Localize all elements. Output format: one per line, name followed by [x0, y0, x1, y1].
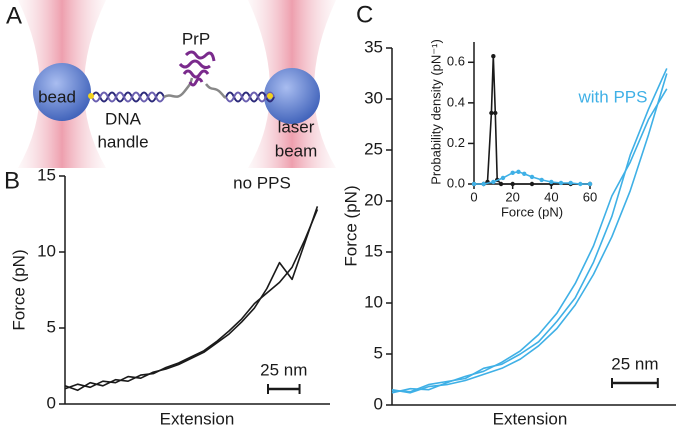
- x-tick-label: 20: [505, 189, 519, 204]
- y-axis-title: Force (pN): [9, 249, 28, 330]
- x-tick-label: 60: [583, 189, 597, 204]
- attachment: [88, 93, 94, 99]
- data-point: [510, 181, 515, 187]
- scale-bar-label: 25 nm: [611, 354, 658, 373]
- data-point: [491, 54, 496, 59]
- y-tick-label: 10: [364, 292, 383, 311]
- dna-strand: [225, 91, 275, 103]
- y-tick-label: 0.6: [447, 54, 465, 69]
- dna-strand: [91, 91, 165, 103]
- y-tick-label: 0.0: [447, 175, 465, 190]
- data-line: [64, 206, 319, 390]
- dna-label: handle: [97, 132, 148, 151]
- linker: [205, 83, 227, 99]
- panel-label: C: [356, 1, 373, 28]
- annotation: no PPS: [233, 173, 291, 192]
- data-point: [522, 171, 527, 177]
- bead: [33, 63, 91, 121]
- x-axis-title: Extension: [160, 409, 235, 428]
- y-tick-label: 0: [374, 394, 383, 413]
- panel-label: B: [4, 167, 20, 194]
- x-axis-title: Force (pN): [501, 204, 563, 219]
- data-point: [549, 179, 554, 185]
- data-point: [493, 110, 498, 116]
- data-point: [516, 169, 521, 175]
- data-point: [481, 181, 486, 187]
- panel-label: A: [6, 2, 22, 29]
- data-point: [500, 175, 506, 181]
- data-point: [568, 180, 573, 186]
- y-tick-label: 15: [364, 241, 383, 260]
- y-tick-label: 10: [37, 241, 56, 260]
- y-tick-label: 0: [47, 393, 56, 412]
- y-axis-title: Probability density (pN⁻¹): [428, 39, 443, 185]
- y-tick-label: 35: [364, 37, 383, 56]
- data-point: [471, 181, 477, 187]
- data-point: [491, 179, 496, 185]
- laser-label: laser: [278, 117, 315, 136]
- data-point: [498, 181, 504, 187]
- diagram: A PrP bead DNA handle laser beam: [6, 0, 336, 168]
- data-point: [510, 170, 515, 176]
- data-line: [391, 68, 668, 393]
- data-point: [489, 110, 494, 116]
- y-tick-label: 20: [364, 190, 383, 209]
- dna-strand: [91, 91, 165, 103]
- data-line: [391, 88, 668, 394]
- y-tick-label: 15: [37, 165, 56, 184]
- laser-label: beam: [275, 141, 318, 160]
- y-tick-label: 25: [364, 139, 383, 158]
- protein-label: PrP: [182, 29, 210, 48]
- bead-label: bead: [38, 87, 76, 106]
- data-point: [578, 181, 583, 187]
- data-point: [529, 181, 535, 187]
- data-point: [587, 181, 593, 187]
- x-axis-title: Extension: [493, 409, 568, 428]
- linker: [163, 77, 194, 99]
- protein: [178, 50, 216, 87]
- annotation: with PPS: [578, 87, 648, 106]
- data-line: [474, 55, 590, 185]
- dna-label: DNA: [105, 109, 142, 128]
- y-tick-label: 0.4: [447, 94, 465, 109]
- y-tick-label: 5: [374, 343, 383, 362]
- data-line: [64, 209, 319, 392]
- bead: [264, 68, 320, 124]
- data-point: [539, 177, 544, 183]
- scale-bar-label: 25 nm: [260, 360, 307, 379]
- data-point: [558, 180, 564, 186]
- x-tick-label: 0: [470, 189, 477, 204]
- x-tick-label: 40: [544, 189, 558, 204]
- data-point: [529, 174, 535, 180]
- y-axis-title: Force (pN): [341, 185, 360, 266]
- attachment: [267, 93, 273, 99]
- y-tick-label: 0.2: [447, 135, 465, 150]
- y-tick-label: 30: [364, 88, 383, 107]
- y-tick-label: 5: [47, 317, 56, 336]
